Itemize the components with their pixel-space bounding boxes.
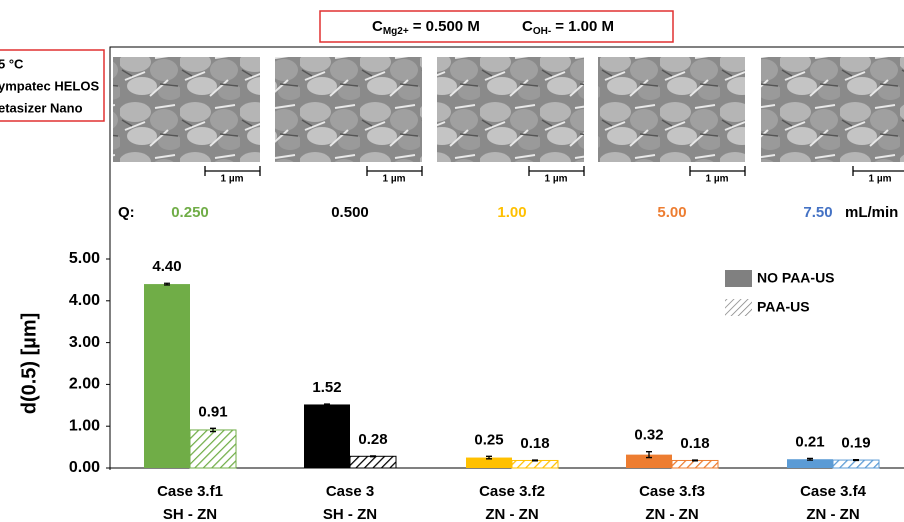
legend-swatch <box>725 299 752 316</box>
value-label: 0.19 <box>841 435 870 452</box>
y-tick-label: 0.00 <box>69 459 100 476</box>
value-label: 4.40 <box>152 258 181 275</box>
flow-rate: 1.00 <box>497 204 526 221</box>
x-tick-label: Case 3.f4 <box>800 483 867 500</box>
x-tick-label: Case 3.f1 <box>157 483 223 500</box>
error-bar <box>532 459 538 462</box>
y-tick-label: 3.00 <box>69 334 100 351</box>
bar <box>787 459 833 468</box>
flow-unit: mL/min <box>845 204 898 221</box>
sem-image <box>761 57 904 162</box>
scale-bar <box>204 166 261 176</box>
legend-label: NO PAA-US <box>757 270 835 286</box>
text-part: C <box>372 18 383 35</box>
sem-image <box>275 57 422 162</box>
flow-rate: 0.500 <box>331 204 369 221</box>
value-label: 0.25 <box>474 431 503 448</box>
value-label: 0.28 <box>358 431 387 448</box>
sem-image <box>598 57 745 162</box>
x-tick-label: Case 3 <box>326 483 374 500</box>
note: ympatec HELOS <box>0 78 99 93</box>
value-label: 0.18 <box>680 435 709 452</box>
conditions-box <box>319 10 674 43</box>
value-label: 0.18 <box>520 435 549 452</box>
legend-label: PAA-US <box>757 299 810 315</box>
sem-image <box>437 57 584 162</box>
y-tick-label: 5.00 <box>69 250 100 267</box>
bar <box>304 404 350 468</box>
note: etasizer Nano <box>0 100 83 115</box>
bar <box>466 457 512 468</box>
error-bar <box>692 459 698 462</box>
y-tick-label: 2.00 <box>69 376 100 393</box>
x-tick-sublabel: ZN - ZN <box>485 506 538 522</box>
legend-swatch <box>725 270 752 287</box>
scale-bar <box>528 166 585 176</box>
x-tick-label: Case 3.f2 <box>479 483 545 500</box>
frame <box>109 46 904 470</box>
text-part: = 0.500 M <box>413 18 480 35</box>
scale-label: 1 µm <box>706 174 729 185</box>
flow-label: Q: <box>118 204 135 221</box>
condition: COH- = 1.00 M <box>522 18 614 37</box>
y-tick-label: 1.00 <box>69 417 100 434</box>
x-tick-sublabel: ZN - ZN <box>806 506 859 522</box>
text-part: = 1.00 M <box>555 18 614 35</box>
text-part: OH- <box>533 26 551 37</box>
error-bar <box>164 282 170 286</box>
note: 5 °C <box>0 56 24 71</box>
bar <box>144 284 190 468</box>
bar <box>671 459 719 469</box>
y-tick-label: 4.00 <box>69 292 100 309</box>
text-part: Mg2+ <box>383 26 409 37</box>
condition: CMg2+ = 0.500 M <box>372 18 480 37</box>
bar <box>832 459 880 469</box>
x-tick-sublabel: ZN - ZN <box>645 506 698 522</box>
x-tick-label: Case 3.f3 <box>639 483 705 500</box>
flow-rate: 0.250 <box>171 204 209 221</box>
error-bar <box>853 458 859 462</box>
x-tick-sublabel: SH - ZN <box>163 506 217 522</box>
scale-bar <box>366 166 423 176</box>
bar <box>349 455 397 469</box>
value-label: 0.21 <box>795 433 824 450</box>
value-label: 0.32 <box>634 427 663 444</box>
notes-box <box>0 49 105 122</box>
flow-rate: 7.50 <box>803 204 832 221</box>
bar <box>189 429 237 469</box>
x-tick-sublabel: SH - ZN <box>323 506 377 522</box>
scale-label: 1 µm <box>545 174 568 185</box>
flow-rate: 5.00 <box>657 204 686 221</box>
scale-label: 1 µm <box>383 174 406 185</box>
error-bar <box>646 451 652 459</box>
error-bar <box>324 403 330 406</box>
scale-label: 1 µm <box>869 174 892 185</box>
scale-bar <box>689 166 746 176</box>
error-bar <box>486 455 492 460</box>
y-axis-label: d(0.5) [µm] <box>18 313 40 415</box>
sem-image <box>113 57 260 162</box>
bar <box>626 454 672 468</box>
value-label: 0.91 <box>198 403 227 420</box>
bar <box>511 459 559 469</box>
error-bar <box>210 427 216 433</box>
error-bar <box>807 457 813 461</box>
value-label: 1.52 <box>312 379 341 396</box>
text-part: C <box>522 18 533 35</box>
scale-bar <box>852 166 904 176</box>
error-bar <box>370 455 376 458</box>
scale-label: 1 µm <box>221 174 244 185</box>
